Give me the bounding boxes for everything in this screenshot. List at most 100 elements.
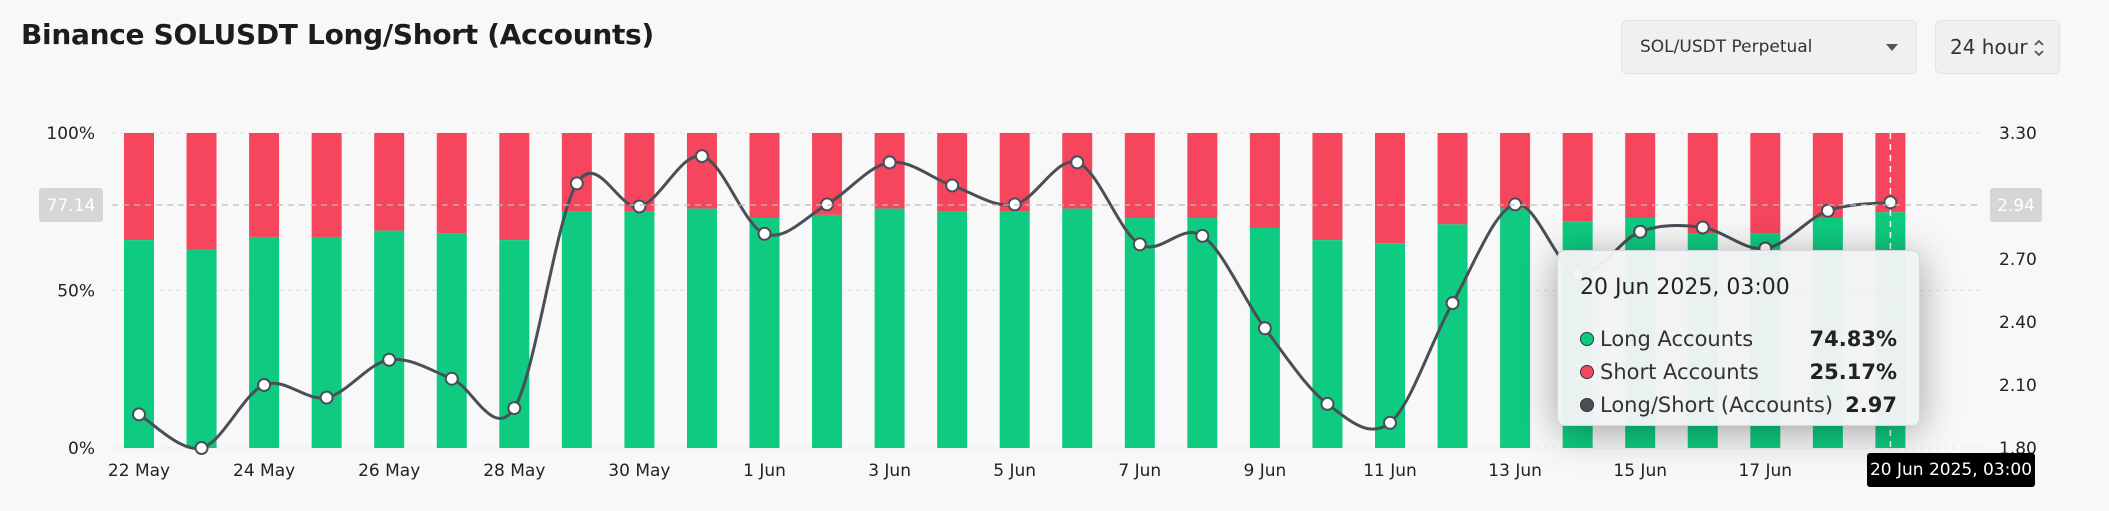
short-bar[interactable] bbox=[686, 133, 717, 209]
long-bar[interactable] bbox=[249, 236, 280, 448]
long-bar[interactable] bbox=[1375, 243, 1405, 448]
ratio-point[interactable] bbox=[1257, 321, 1272, 336]
long-bar[interactable] bbox=[561, 211, 592, 448]
ratio-point[interactable] bbox=[132, 407, 146, 422]
ratio-point[interactable] bbox=[507, 401, 522, 416]
ratio-point[interactable] bbox=[1633, 224, 1648, 239]
ratio-point[interactable] bbox=[1383, 415, 1397, 430]
ratio-point[interactable] bbox=[1820, 203, 1835, 218]
short-bar[interactable] bbox=[1625, 133, 1656, 219]
symbol-select[interactable]: SOL/USDT Perpetual bbox=[1621, 20, 1917, 74]
crosshair-right-value: 2.94 bbox=[1997, 196, 2035, 216]
tooltip-title: 20 Jun 2025, 03:00 bbox=[1580, 275, 1790, 300]
ratio-point[interactable] bbox=[194, 441, 209, 455]
x-tick-label: 30 May bbox=[608, 461, 670, 481]
x-tick-label: 3 Jun bbox=[868, 461, 911, 481]
ratio-point[interactable] bbox=[1195, 228, 1210, 243]
ratio-point[interactable] bbox=[319, 390, 334, 405]
short-bar[interactable] bbox=[1437, 133, 1468, 225]
short-bar[interactable] bbox=[436, 133, 467, 234]
short-bar[interactable] bbox=[124, 133, 154, 241]
ratio-point[interactable] bbox=[757, 226, 772, 241]
ratio-point[interactable] bbox=[1695, 220, 1710, 235]
y-right-tick-label: 3.30 bbox=[1999, 124, 2037, 144]
short-bar[interactable] bbox=[374, 133, 405, 231]
x-tick-label: 1 Jun bbox=[743, 461, 786, 481]
short-bar[interactable] bbox=[1249, 133, 1280, 228]
long-bar[interactable] bbox=[749, 218, 780, 448]
short-bar[interactable] bbox=[1124, 133, 1155, 219]
ratio-point[interactable] bbox=[569, 176, 584, 191]
long-bar[interactable] bbox=[436, 233, 467, 448]
short-bar[interactable] bbox=[186, 133, 217, 250]
chart-tooltip: 20 Jun 2025, 03:00 Long Accounts 74.83% … bbox=[1557, 250, 1920, 426]
short-bar[interactable] bbox=[1375, 133, 1405, 244]
tooltip-row-value: 2.97 bbox=[1845, 392, 1897, 417]
ratio-dot-icon bbox=[1580, 397, 1594, 412]
tooltip-row-name: Long Accounts bbox=[1600, 326, 1754, 351]
long-bar[interactable] bbox=[1062, 208, 1093, 448]
short-bar[interactable] bbox=[1750, 133, 1781, 234]
ratio-point[interactable] bbox=[882, 155, 897, 170]
ratio-point[interactable] bbox=[632, 199, 647, 214]
x-tick-label: 22 May bbox=[108, 461, 170, 481]
long-bar[interactable] bbox=[1124, 218, 1155, 448]
short-bar[interactable] bbox=[249, 133, 280, 237]
short-bar[interactable] bbox=[1562, 133, 1593, 222]
x-tick-label: 13 Jun bbox=[1488, 461, 1542, 481]
ratio-point[interactable] bbox=[1070, 155, 1085, 170]
tooltip-row-name: Long/Short (Accounts) bbox=[1600, 392, 1834, 417]
ratio-point[interactable] bbox=[382, 352, 397, 367]
x-tick-label: 28 May bbox=[483, 461, 545, 481]
long-bar[interactable] bbox=[874, 208, 905, 448]
long-bar[interactable] bbox=[812, 214, 843, 448]
long-bar[interactable] bbox=[1249, 227, 1280, 449]
range-select[interactable]: 24 hour bbox=[1935, 20, 2060, 74]
short-bar[interactable] bbox=[874, 133, 905, 209]
x-tick-label: 15 Jun bbox=[1613, 461, 1667, 481]
long-bar[interactable] bbox=[374, 230, 405, 448]
short-bar[interactable] bbox=[1187, 133, 1218, 219]
tooltip-row-short: Short Accounts 25.17% bbox=[1580, 355, 1897, 388]
long-bar[interactable] bbox=[999, 211, 1030, 448]
tooltip-row-name: Short Accounts bbox=[1600, 359, 1759, 384]
short-bar[interactable] bbox=[1500, 133, 1531, 209]
long-bar[interactable] bbox=[1312, 240, 1343, 448]
ratio-point[interactable] bbox=[1132, 237, 1147, 252]
short-bar[interactable] bbox=[311, 133, 342, 237]
tooltip-row-value: 25.17% bbox=[1809, 359, 1897, 384]
short-bar[interactable] bbox=[1687, 133, 1718, 234]
ratio-point[interactable] bbox=[1007, 197, 1022, 212]
x-tick-label: 26 May bbox=[358, 461, 420, 481]
y-right-tick-label: 2.10 bbox=[1999, 376, 2037, 396]
crosshair-left-value: 77.14 bbox=[47, 196, 96, 216]
ratio-point[interactable] bbox=[1445, 296, 1460, 311]
tooltip-row-long: Long Accounts 74.83% bbox=[1580, 322, 1897, 355]
short-bar[interactable] bbox=[499, 133, 530, 241]
short-bar[interactable] bbox=[937, 133, 968, 212]
short-bar[interactable] bbox=[624, 133, 655, 212]
long-bar[interactable] bbox=[937, 211, 968, 448]
chevron-down-icon bbox=[1886, 44, 1898, 51]
y-left-tick-label: 0% bbox=[68, 439, 95, 459]
long-bar[interactable] bbox=[686, 208, 717, 448]
ratio-point[interactable] bbox=[257, 378, 272, 392]
long-bar[interactable] bbox=[1500, 208, 1531, 448]
ratio-point[interactable] bbox=[1508, 197, 1523, 212]
long-bar[interactable] bbox=[186, 249, 217, 448]
short-dot-icon bbox=[1580, 364, 1594, 379]
short-bar[interactable] bbox=[749, 133, 780, 219]
long-bar[interactable] bbox=[311, 236, 342, 448]
ratio-point[interactable] bbox=[1320, 396, 1335, 411]
ratio-point[interactable] bbox=[945, 178, 960, 193]
long-bar[interactable] bbox=[624, 211, 655, 448]
long-bar[interactable] bbox=[1437, 224, 1468, 448]
ratio-point[interactable] bbox=[694, 149, 709, 164]
x-tick-label: 7 Jun bbox=[1118, 461, 1161, 481]
ratio-point[interactable] bbox=[444, 371, 459, 386]
short-bar[interactable] bbox=[1312, 133, 1343, 241]
long-bar[interactable] bbox=[1187, 218, 1218, 448]
ratio-point[interactable] bbox=[820, 197, 835, 212]
tooltip-row-value: 74.83% bbox=[1809, 326, 1897, 351]
